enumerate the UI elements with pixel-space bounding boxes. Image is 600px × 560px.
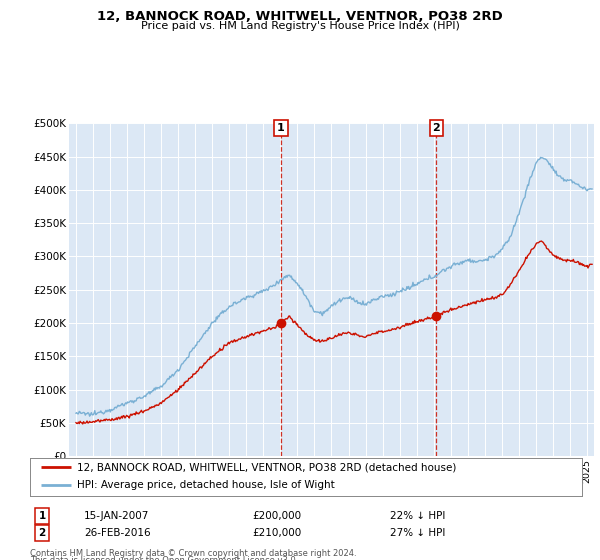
Text: £200,000: £200,000 (252, 511, 301, 521)
Text: Contains HM Land Registry data © Crown copyright and database right 2024.: Contains HM Land Registry data © Crown c… (30, 549, 356, 558)
Text: 1: 1 (38, 511, 46, 521)
Text: Price paid vs. HM Land Registry's House Price Index (HPI): Price paid vs. HM Land Registry's House … (140, 21, 460, 31)
Text: 1: 1 (277, 123, 285, 133)
Text: £210,000: £210,000 (252, 528, 301, 538)
Text: 2: 2 (433, 123, 440, 133)
Text: HPI: Average price, detached house, Isle of Wight: HPI: Average price, detached house, Isle… (77, 480, 335, 490)
Text: 27% ↓ HPI: 27% ↓ HPI (390, 528, 445, 538)
Text: 12, BANNOCK ROAD, WHITWELL, VENTNOR, PO38 2RD (detached house): 12, BANNOCK ROAD, WHITWELL, VENTNOR, PO3… (77, 462, 456, 472)
Text: 12, BANNOCK ROAD, WHITWELL, VENTNOR, PO38 2RD: 12, BANNOCK ROAD, WHITWELL, VENTNOR, PO3… (97, 10, 503, 22)
Text: This data is licensed under the Open Government Licence v3.0.: This data is licensed under the Open Gov… (30, 556, 298, 560)
Text: 26-FEB-2016: 26-FEB-2016 (84, 528, 151, 538)
Text: 2: 2 (38, 528, 46, 538)
Text: 15-JAN-2007: 15-JAN-2007 (84, 511, 149, 521)
Text: 22% ↓ HPI: 22% ↓ HPI (390, 511, 445, 521)
